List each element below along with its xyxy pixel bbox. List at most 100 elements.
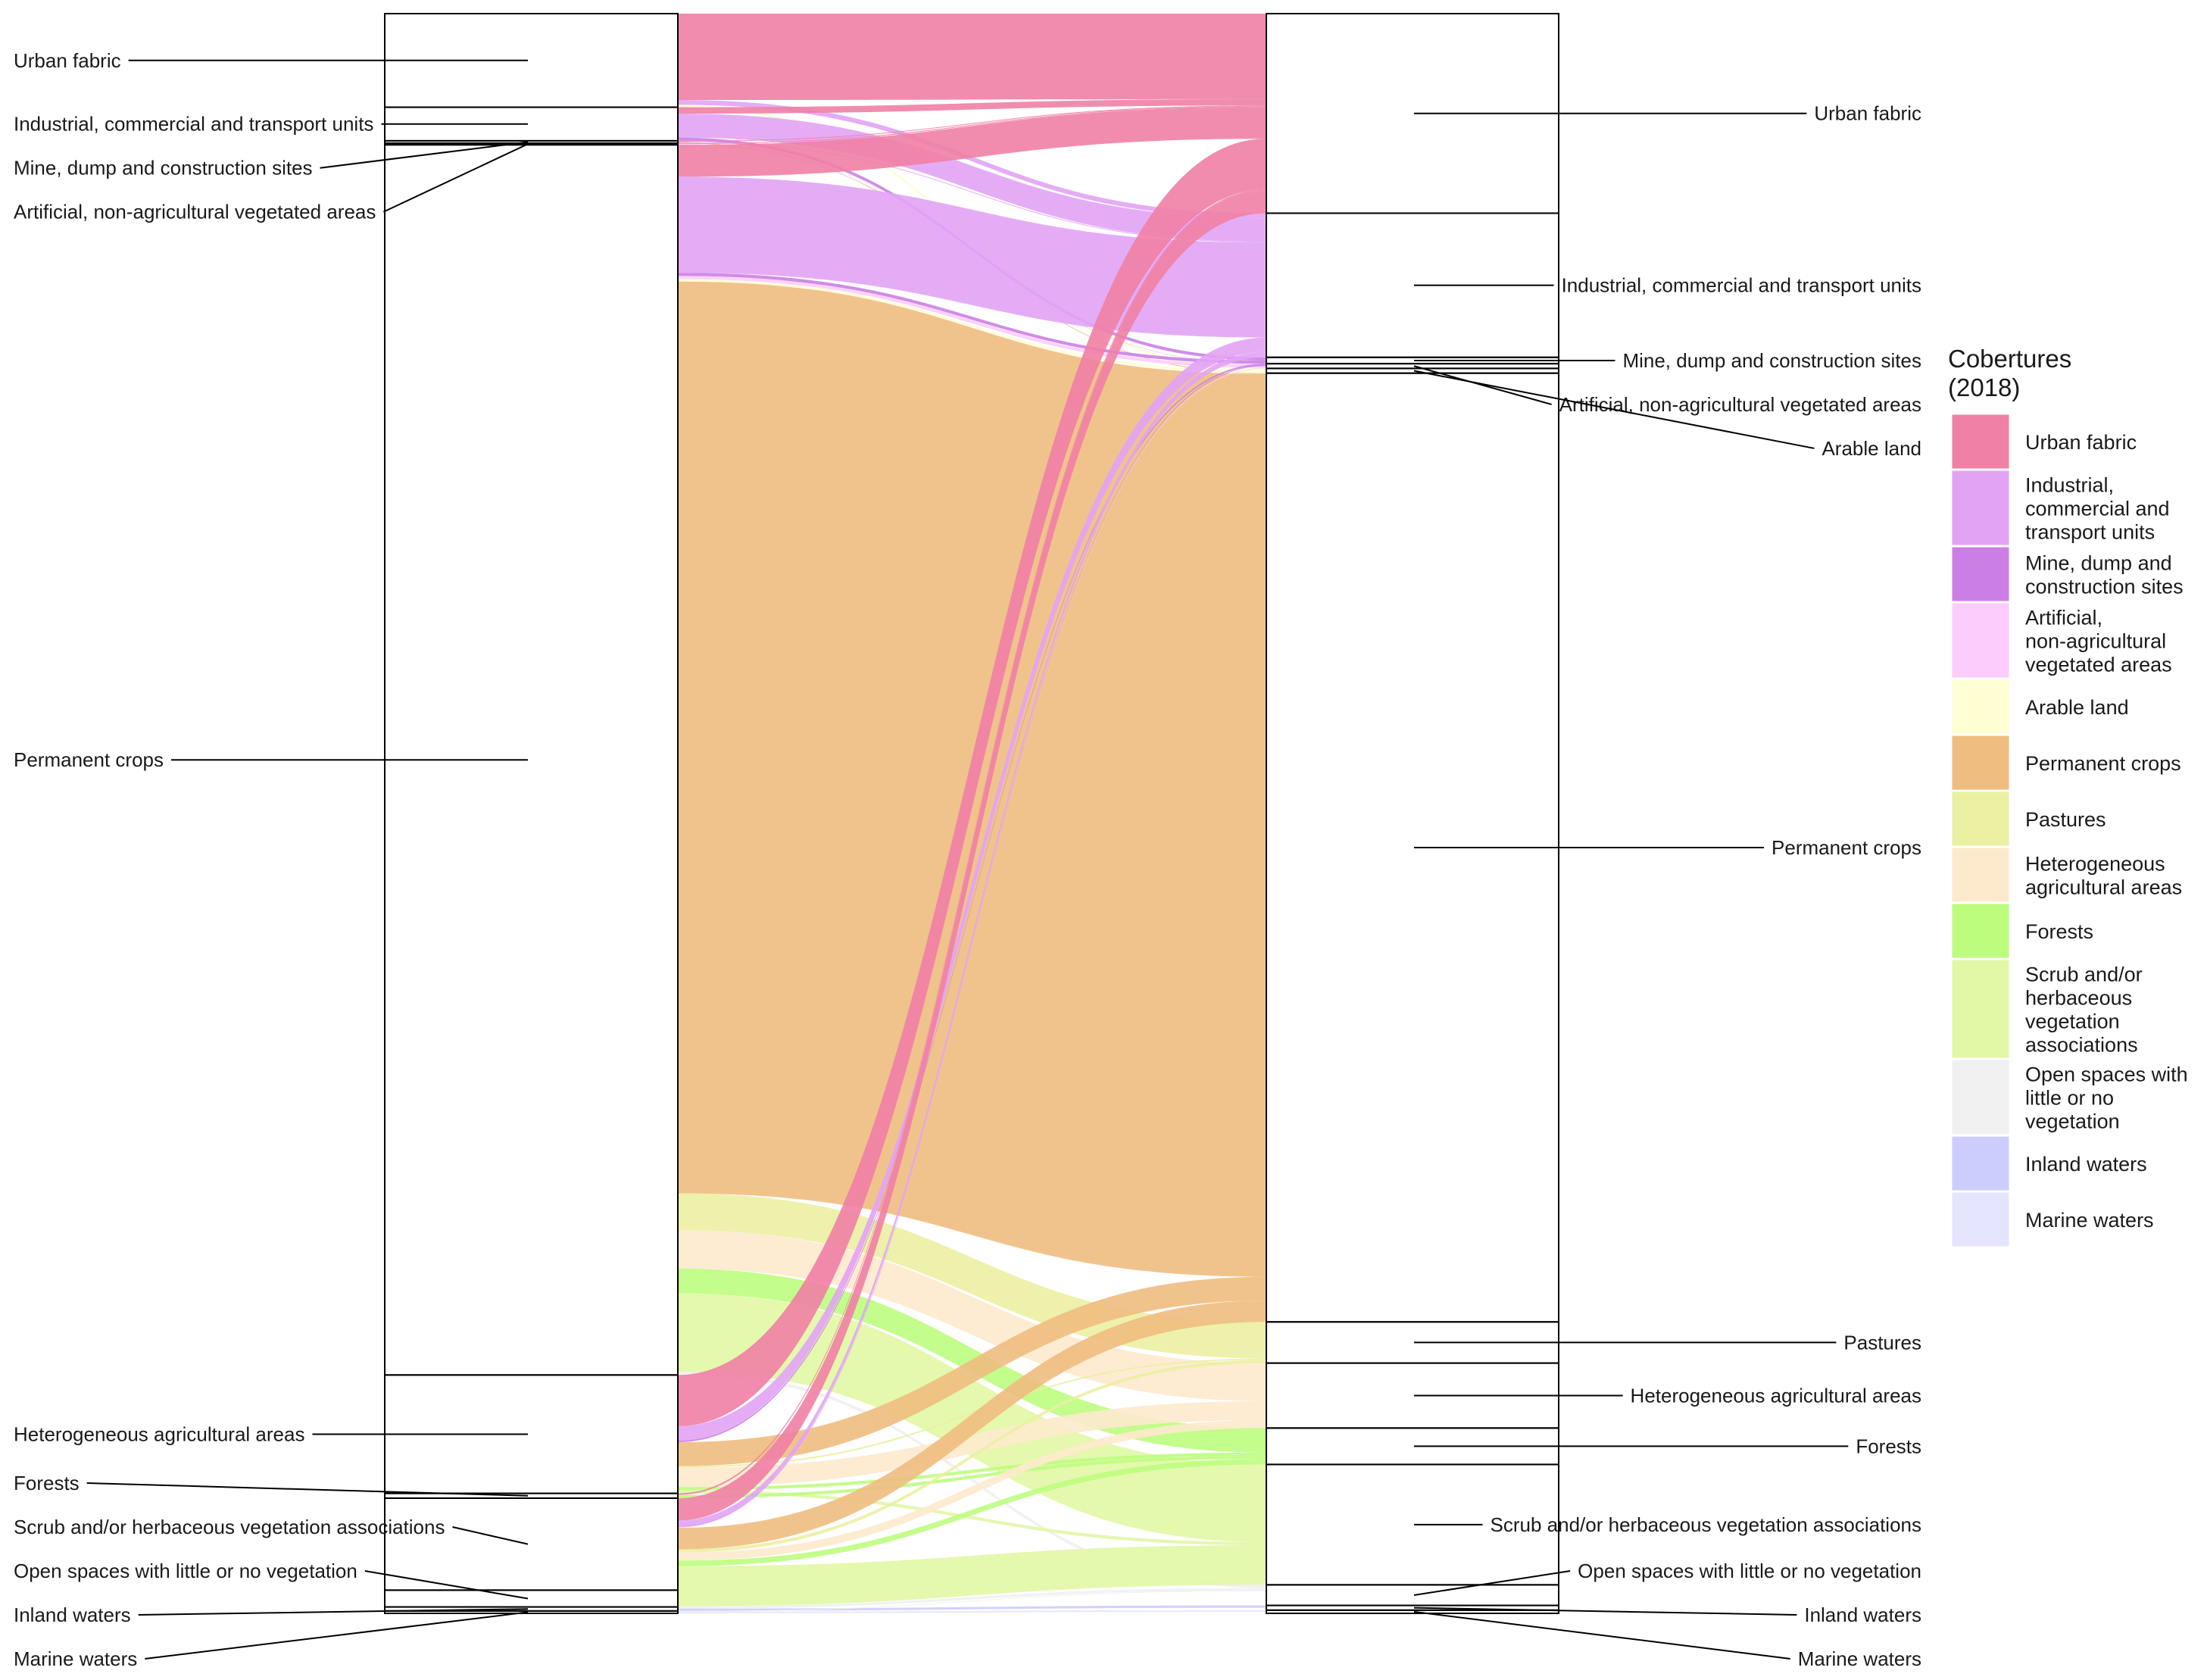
legend-label-artificial-non-agricultural-vegetated-areas: vegetated areas (2025, 654, 2172, 676)
legend-key-scrub-and-or-herbaceous-vegetation-associations (1949, 957, 2012, 1060)
flow-heterogeneous-agricultural-areas-to-mine-dump-and-construction-sites (678, 364, 1266, 1443)
left-label-inland-waters: Inland waters (14, 1603, 131, 1626)
legend-label-marine-waters: Marine waters (2025, 1209, 2154, 1232)
flow-artificial-non-agricultural-vegetated-areas-to-urban-fabric (678, 106, 1266, 145)
right-label-industrial-commercial-and-transport-units: Industrial, commercial and transport uni… (1562, 274, 1921, 297)
right-label-arable-land: Arable land (1821, 437, 1921, 460)
legend-label-urban-fabric: Urban fabric (2025, 431, 2137, 454)
left-stratum-marine-waters (384, 1610, 679, 1615)
legend-label-open-spaces-with-little-or-no-vegetation: little or no (2025, 1087, 2114, 1110)
legend-label-artificial-non-agricultural-vegetated-areas: non-agricultural (2025, 630, 2166, 653)
left-leader-forests (86, 1482, 529, 1497)
right-stratum-marine-waters (1266, 1609, 1559, 1615)
flow-scrub-and-or-herbaceous-vegetation-associations-to-urban-fabric (678, 191, 1266, 1521)
left-label-industrial-commercial-and-transport-units: Industrial, commercial and transport uni… (14, 113, 373, 136)
flow-permanent-crops-to-artificial-non-agricultural-vegetated-areas (678, 276, 1266, 368)
flow-mine-dump-and-construction-sites-to-urban-fabric (678, 105, 1266, 142)
legend-label-heterogeneous-agricultural-areas: Heterogeneous (2025, 853, 2165, 876)
flow-mine-dump-and-construction-sites-to-industrial-commercial-and-transport-units (678, 141, 1266, 243)
legend-key-urban-fabric (1949, 412, 2012, 471)
legend: Cobertures(2018) Urban fabric Industrial, c… (1948, 345, 2188, 1249)
right-leader-artificial-non-agricultural-vegetated-areas (1413, 365, 1552, 405)
left-label-forests: Forests (14, 1472, 80, 1494)
right-label-forests: Forests (1856, 1435, 1921, 1457)
left-leader-inland-waters (138, 1608, 529, 1616)
left-label-marine-waters: Marine waters (14, 1647, 137, 1670)
right-label-permanent-crops: Permanent crops (1772, 836, 1921, 859)
legend-label-mine-dump-and-construction-sites: construction sites (2025, 576, 2184, 598)
legend-title-line: Cobertures (1948, 345, 2071, 373)
flow-heterogeneous-agricultural-areas-to-permanent-crops (678, 1276, 1266, 1466)
flow-scrub-and-or-herbaceous-vegetation-associations-to-artificial-non-agricultural-vegetated-areas (678, 367, 1266, 1529)
legend-label-open-spaces-with-little-or-no-vegetation: Open spaces with (2025, 1063, 2188, 1086)
right-leader-arable-land (1413, 370, 1815, 449)
legend-label-industrial-commercial-and-transport-units: transport units (2025, 521, 2155, 544)
legend-key-artificial-non-agricultural-vegetated-areas (1949, 601, 2012, 680)
legend-title-line: (2018) (1948, 373, 2020, 401)
right-leader-inland-waters (1413, 1607, 1797, 1616)
flow-permanent-crops-to-urban-fabric (678, 107, 1266, 177)
flow-forests-to-urban-fabric (678, 189, 1266, 1495)
right-label-heterogeneous-agricultural-areas: Heterogeneous agricultural areas (1631, 1384, 1921, 1407)
right-leader-open-spaces-with-little-or-no-vegetation (1413, 1570, 1571, 1596)
right-label-inland-waters: Inland waters (1804, 1603, 1921, 1626)
flow-industrial-commercial-and-transport-units-to-urban-fabric (678, 98, 1266, 114)
legend-key-open-spaces-with-little-or-no-vegetation (1949, 1057, 2012, 1137)
legend-label-pastures: Pastures (2025, 808, 2106, 831)
legend-key-permanent-crops (1949, 733, 2012, 792)
left-label-artificial-non-agricultural-vegetated-areas: Artificial, non-agricultural vegetated a… (14, 201, 376, 223)
flow-marine-waters-to-marine-waters (678, 1610, 1266, 1613)
legend-label-scrub-and-or-herbaceous-vegetation-associations: Scrub and/or (2025, 963, 2143, 986)
flow-heterogeneous-agricultural-areas-to-pastures (678, 1358, 1266, 1468)
legend-label-forests: Forests (2025, 920, 2093, 943)
legend-label-mine-dump-and-construction-sites: Mine, dump and (2025, 552, 2172, 575)
left-leader-open-spaces-with-little-or-no-vegetation (364, 1570, 529, 1600)
right-leader-marine-waters (1413, 1610, 1790, 1660)
flow-permanent-crops-to-mine-dump-and-construction-sites (678, 273, 1266, 364)
legend-key-heterogeneous-agricultural-areas (1949, 845, 2012, 904)
flow-scrub-and-or-herbaceous-vegetation-associations-to-permanent-crops (678, 1301, 1266, 1550)
flow-scrub-and-or-herbaceous-vegetation-associations-to-pastures (678, 1360, 1266, 1553)
flow-urban-fabric-to-urban-fabric (678, 14, 1266, 101)
stratum-labels-layer: Urban fabric Industrial, commercial and t… (14, 49, 1921, 1670)
flow-heterogeneous-agricultural-areas-to-industrial-commercial-and-transport-units (678, 337, 1266, 1441)
flow-scrub-and-or-herbaceous-vegetation-associations-to-mine-dump-and-construction-sites (678, 365, 1266, 1527)
left-leader-scrub-and-or-herbaceous-vegetation-associations (452, 1526, 529, 1545)
legend-key-arable-land (1949, 677, 2012, 736)
flow-permanent-crops-to-arable-land (678, 279, 1266, 373)
left-label-permanent-crops: Permanent crops (14, 748, 164, 771)
legend-label-scrub-and-or-herbaceous-vegetation-associations: herbaceous (2025, 987, 2132, 1010)
right-label-pastures: Pastures (1843, 1331, 1921, 1354)
flow-forests-to-forests (678, 1455, 1266, 1498)
left-label-mine-dump-and-construction-sites: Mine, dump and construction sites (14, 157, 313, 180)
right-label-scrub-and-or-herbaceous-vegetation-associations: Scrub and/or herbaceous vegetation assoc… (1491, 1513, 1921, 1536)
left-leader-marine-waters (145, 1611, 529, 1660)
legend-label-industrial-commercial-and-transport-units: Industrial, (2025, 474, 2114, 497)
legend-label-heterogeneous-agricultural-areas: agricultural areas (2025, 876, 2182, 899)
flow-open-spaces-with-little-or-no-vegetation-to-scrub-and-or-herbaceous-vegetation-associations (678, 1569, 1266, 1607)
flow-scrub-and-or-herbaceous-vegetation-associations-to-scrub-and-or-herbaceous-vegetation-associations (678, 1545, 1266, 1591)
legend-label-arable-land: Arable land (2025, 696, 2129, 719)
flow-scrub-and-or-herbaceous-vegetation-associations-to-forests (678, 1459, 1266, 1566)
left-label-heterogeneous-agricultural-areas: Heterogeneous agricultural areas (14, 1422, 304, 1445)
legend-label-scrub-and-or-herbaceous-vegetation-associations: associations (2025, 1034, 2138, 1057)
legend-key-marine-waters (1949, 1190, 2012, 1249)
flow-open-spaces-with-little-or-no-vegetation-to-open-spaces-with-little-or-no-vegetation (678, 1588, 1266, 1607)
flow-marine-waters-to-open-spaces-with-little-or-no-vegetation (678, 1590, 1266, 1612)
legend-label-artificial-non-agricultural-vegetated-areas: Artificial, (2025, 607, 2102, 629)
flow-heterogeneous-agricultural-areas-to-scrub-and-or-herbaceous-vegetation-associations (678, 1490, 1266, 1546)
legend-key-forests (1949, 901, 2012, 960)
flow-scrub-and-or-herbaceous-vegetation-associations-to-heterogeneous-agricultural-areas (678, 1419, 1266, 1561)
flow-heterogeneous-agricultural-areas-to-heterogeneous-agricultural-areas (678, 1401, 1266, 1488)
right-label-marine-waters: Marine waters (1798, 1647, 1921, 1670)
left-leader-artificial-non-agricultural-vegetated-areas (382, 143, 529, 213)
flow-heterogeneous-agricultural-areas-to-forests (678, 1452, 1266, 1491)
legend-label-inland-waters: Inland waters (2025, 1153, 2147, 1176)
legend-label-scrub-and-or-herbaceous-vegetation-associations: vegetation (2025, 1010, 2120, 1033)
flow-inland-waters-to-open-spaces-with-little-or-no-vegetation (678, 1588, 1266, 1609)
flow-permanent-crops-to-open-spaces-with-little-or-no-vegetation (678, 1372, 1266, 1588)
legend-label-permanent-crops: Permanent crops (2025, 752, 2181, 775)
legend-key-pastures (1949, 789, 2012, 848)
left-label-urban-fabric: Urban fabric (14, 49, 121, 72)
